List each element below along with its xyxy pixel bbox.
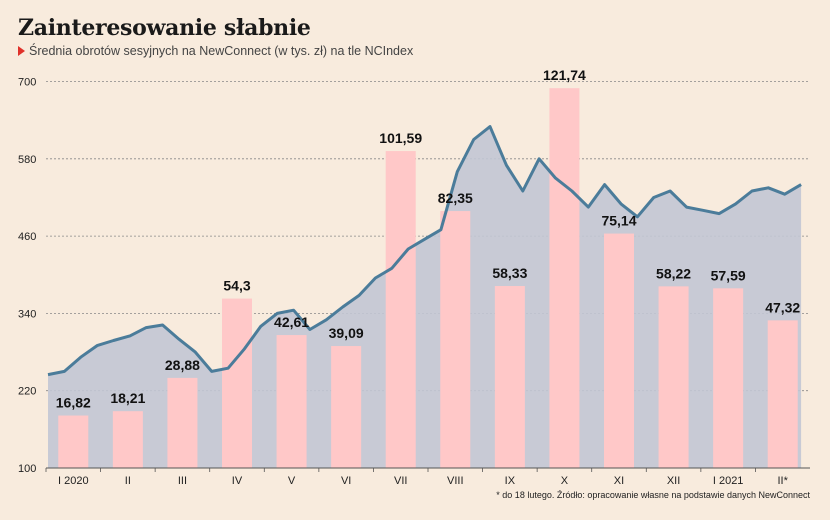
subtitle-text: Średnia obrotów sesyjnych na NewConnect … <box>29 44 414 58</box>
x-tick-label: X <box>561 475 569 487</box>
x-tick-label: I 2021 <box>713 475 744 487</box>
bar-value-label: 42,61 <box>274 314 309 330</box>
x-tick-label: III <box>178 475 187 487</box>
bar-series <box>58 88 798 469</box>
bar <box>658 286 689 468</box>
bar-value-label: 75,14 <box>601 213 636 229</box>
x-tick-label: VII <box>394 475 407 487</box>
bar-value-label: 58,33 <box>492 265 527 281</box>
footnote: * do 18 lutego. Źródło: opracowanie włas… <box>496 490 810 500</box>
x-tick-label: XI <box>614 475 624 487</box>
bar-value-label: 82,35 <box>438 190 473 206</box>
y-tick-label: 220 <box>18 386 36 398</box>
bar-value-label: 47,32 <box>765 299 800 315</box>
y-tick-label: 460 <box>18 231 36 243</box>
chart-title: Zainteresowanie słabnie <box>18 15 311 41</box>
bar <box>440 211 471 468</box>
bar <box>713 288 744 468</box>
bar <box>58 415 89 468</box>
x-tick-label: V <box>288 475 296 487</box>
x-tick-label: VIII <box>447 475 464 487</box>
bar <box>331 346 362 468</box>
bar <box>494 286 525 468</box>
x-tick-label: II* <box>778 475 789 487</box>
bar-value-label: 57,59 <box>711 267 746 283</box>
subtitle-marker-icon <box>18 46 25 56</box>
ncindex-line <box>47 125 802 377</box>
y-tick-label: 100 <box>18 463 36 475</box>
y-tick-labels: 100 220 340 460 580 700 <box>18 77 36 476</box>
bar <box>112 411 143 468</box>
x-tick-label: IX <box>505 475 516 487</box>
bar-value-label: 18,21 <box>110 390 145 406</box>
y-tick-label: 700 <box>18 77 36 89</box>
y-tick-label: 340 <box>18 308 36 320</box>
y-tick-label: 580 <box>18 154 36 166</box>
bar <box>549 88 580 468</box>
bar-value-labels: 16,82 18,21 28,88 54,3 42,61 39,09 101,59 82,35… <box>56 67 801 410</box>
bar-value-label: 58,22 <box>656 265 691 281</box>
bar-value-label: 16,82 <box>56 395 91 411</box>
bar-value-label: 54,3 <box>223 278 250 294</box>
bar <box>167 377 198 468</box>
x-tick-label: VI <box>341 475 351 487</box>
bar-value-label: 121,74 <box>543 67 586 83</box>
x-tick-label: I 2020 <box>58 475 89 487</box>
x-tick-label: IV <box>232 475 243 487</box>
bar <box>385 151 416 469</box>
bar <box>222 298 252 468</box>
x-tick-label: XII <box>667 475 680 487</box>
bar-value-label: 101,59 <box>379 130 422 146</box>
x-tick-label: II <box>125 475 131 487</box>
bar-value-label: 28,88 <box>165 357 200 373</box>
bar <box>604 233 634 468</box>
x-tick-labels: I 2020 II III IV V VI VII VIII IX X XI XII I 2021 II* <box>45 468 789 487</box>
bar <box>276 335 307 468</box>
chart-subtitle: Średnia obrotów sesyjnych na NewConnect … <box>18 44 413 58</box>
bar-value-label: 39,09 <box>329 325 364 341</box>
bar <box>767 320 798 468</box>
